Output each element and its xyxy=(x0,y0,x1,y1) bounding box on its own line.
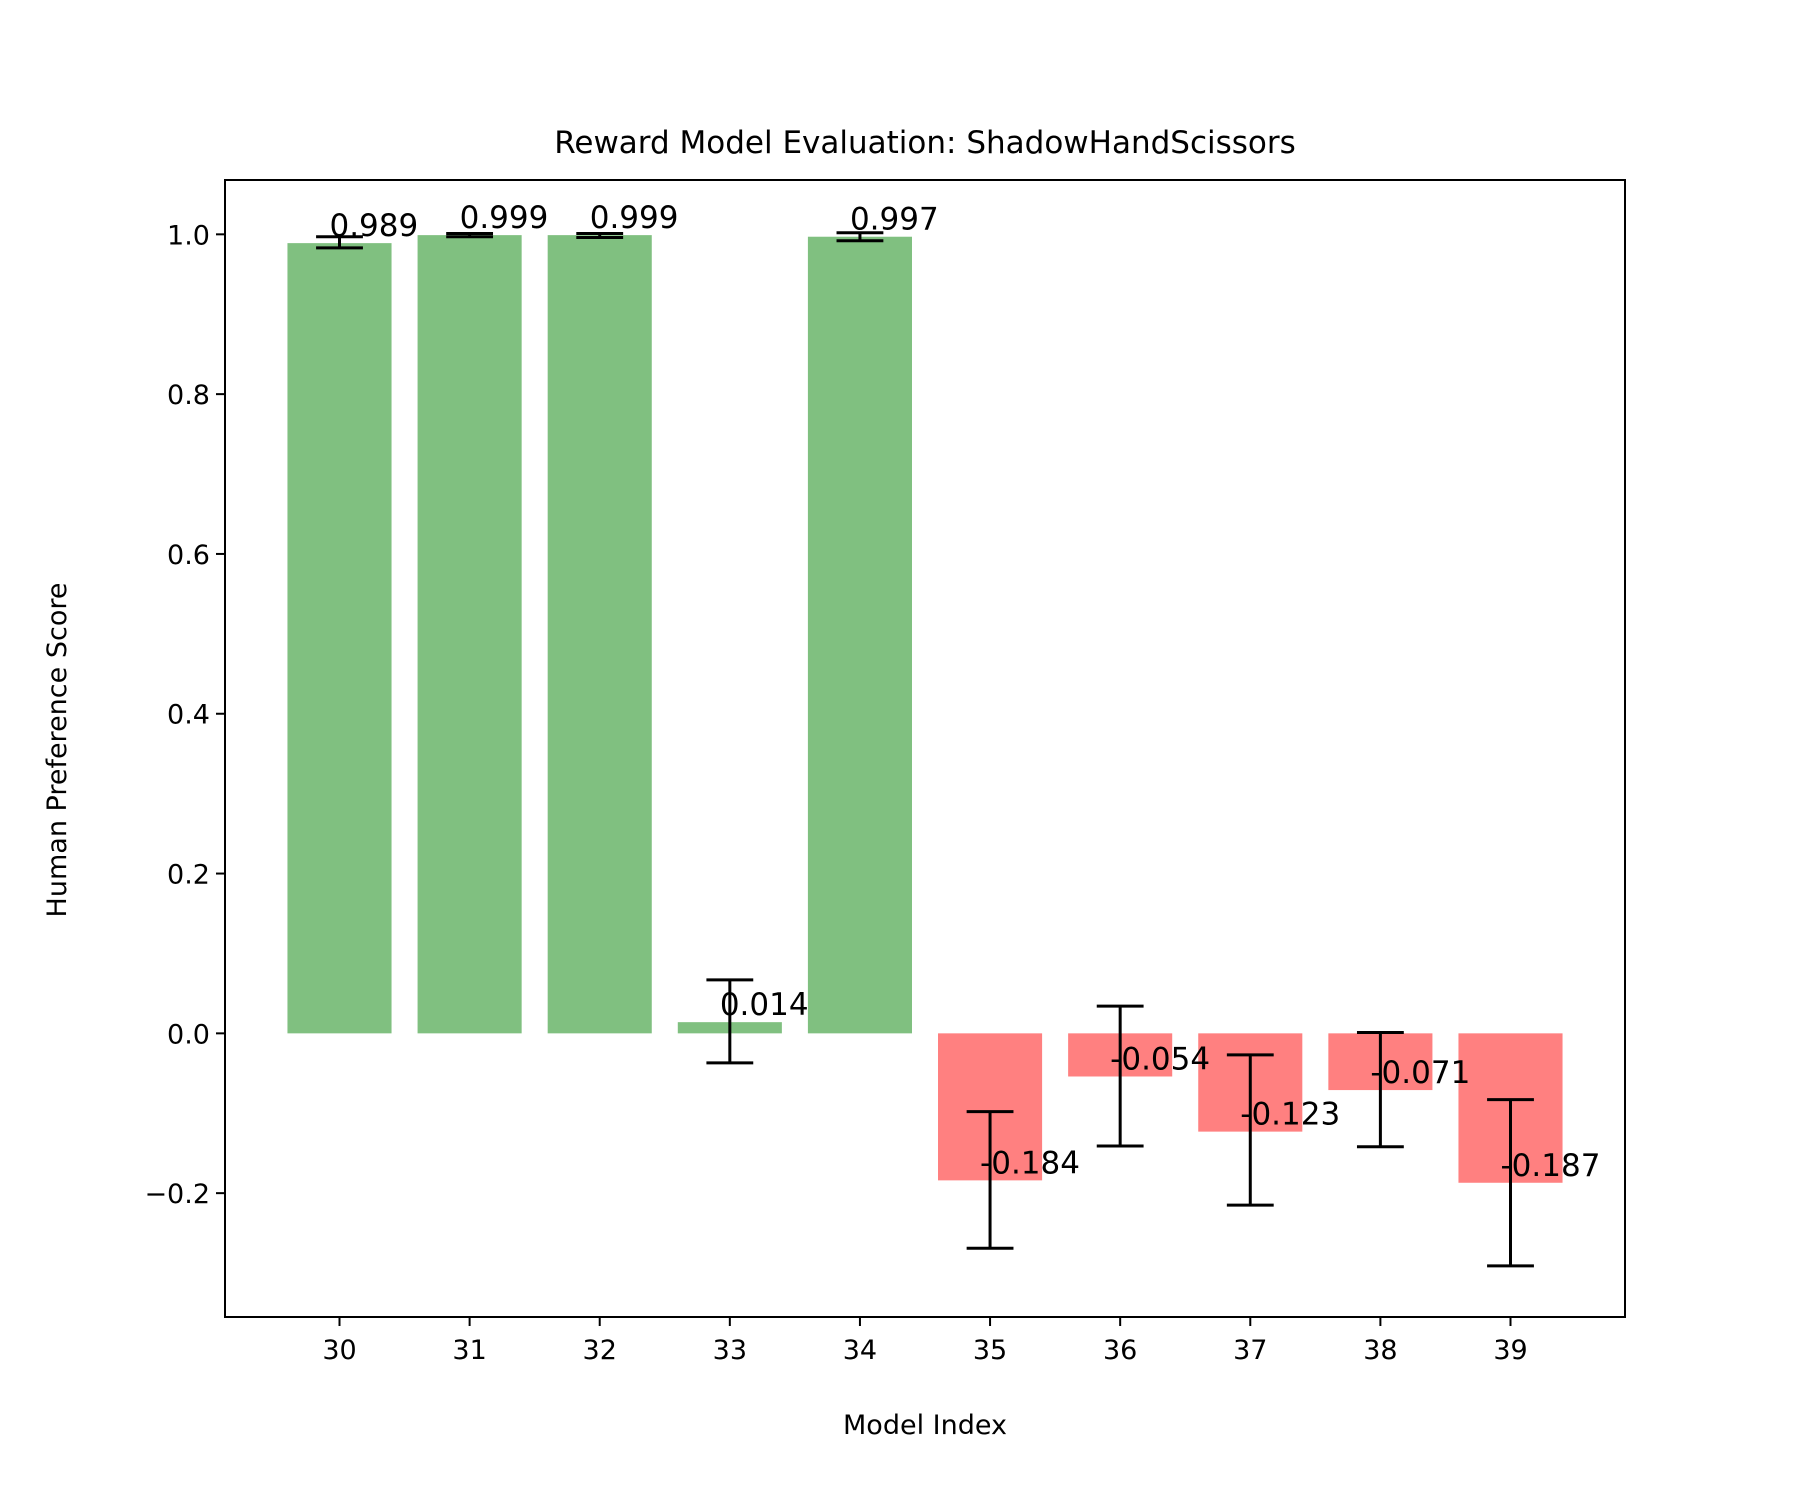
y-tick-label: 0.2 xyxy=(167,860,210,891)
bar-30 xyxy=(287,243,392,1034)
y-tick-label: 0.6 xyxy=(167,540,210,571)
error-bar-35 xyxy=(966,1110,1014,1250)
error-bar-30 xyxy=(316,235,363,250)
x-tick-label: 32 xyxy=(583,1335,617,1366)
y-tick-label: 0.0 xyxy=(167,1019,210,1050)
y-tick-label: 0.8 xyxy=(167,380,210,411)
error-bar-36 xyxy=(1096,1004,1144,1148)
x-tick-label: 36 xyxy=(1103,1335,1137,1366)
y-tick-label: 1.0 xyxy=(167,220,210,251)
plot-frame xyxy=(224,179,1626,1318)
error-bar-32 xyxy=(576,232,624,240)
y-tick-label: −0.2 xyxy=(144,1179,210,1210)
value-label-36: -0.054 xyxy=(1110,1041,1210,1077)
value-label-38: -0.071 xyxy=(1370,1055,1470,1091)
bar-34 xyxy=(807,236,912,1034)
x-tick-label: 35 xyxy=(973,1335,1007,1366)
value-label-39: -0.187 xyxy=(1501,1148,1601,1184)
chart-title: Reward Model Evaluation: ShadowHandSciss… xyxy=(554,125,1296,161)
error-bar-31 xyxy=(446,232,494,239)
bar-32 xyxy=(547,235,652,1034)
plot-area: 0.989 0.999 0.999 0.014 0.997 -0.184 -0.054 -0.… xyxy=(144,179,1626,1366)
value-label-32: 0.999 xyxy=(590,200,679,236)
value-label-37: -0.123 xyxy=(1240,1097,1340,1133)
x-tick-label: 33 xyxy=(713,1335,747,1366)
value-label-33: 0.014 xyxy=(720,987,809,1023)
x-tick-label: 30 xyxy=(322,1335,356,1366)
error-bar-39 xyxy=(1487,1098,1534,1268)
value-label-35: -0.184 xyxy=(980,1145,1080,1181)
error-bar-37 xyxy=(1226,1053,1274,1207)
x-tick-label: 39 xyxy=(1493,1335,1527,1366)
error-bar-33 xyxy=(706,978,754,1065)
error-bar-34 xyxy=(836,231,884,243)
bar-31 xyxy=(417,235,522,1034)
y-axis-label: Human Preference Score xyxy=(42,583,73,918)
y-tick-label: 0.4 xyxy=(167,700,210,731)
x-tick-label: 37 xyxy=(1233,1335,1267,1366)
x-axis-label: Model Index xyxy=(843,1410,1007,1441)
value-label-31: 0.999 xyxy=(460,200,549,236)
x-tick-label: 31 xyxy=(452,1335,486,1366)
error-bar-38 xyxy=(1356,1031,1404,1149)
value-label-34: 0.997 xyxy=(850,202,939,238)
x-tick-label: 34 xyxy=(843,1335,877,1366)
value-label-30: 0.989 xyxy=(329,208,418,244)
x-tick-label: 38 xyxy=(1363,1335,1397,1366)
